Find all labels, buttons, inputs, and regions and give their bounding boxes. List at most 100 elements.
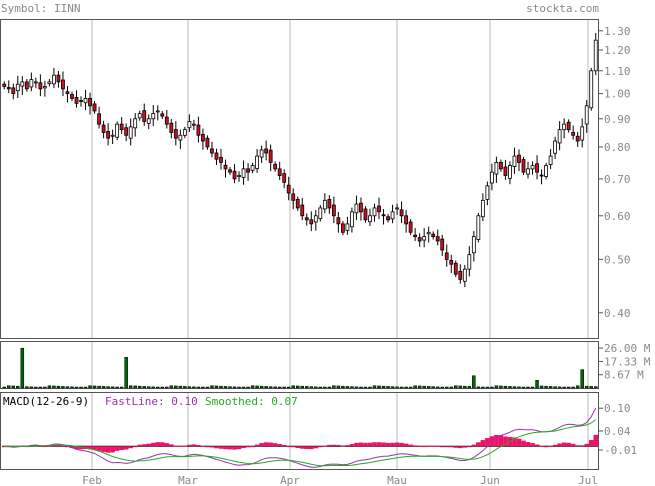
macd-histogram-bar [561,442,567,447]
macd-histogram-bar [521,440,526,447]
price-tick-label: 1.30 [604,25,631,38]
macd-histogram-bar [105,446,111,453]
volume-bar [255,385,259,389]
site-label: stockta.com [526,2,599,15]
candle-down [142,110,147,122]
volume-bar [65,386,70,389]
price-tick-label: 0.50 [604,253,631,266]
volume-bar [79,386,83,389]
macd-histogram-bar [575,445,580,447]
volume-bar [119,386,124,389]
candle-up [42,86,47,89]
candle-up [467,254,472,270]
candle-down [205,137,210,148]
candle-down [359,202,363,213]
x-tick-label: Mar [178,474,198,486]
volume-bar [92,385,97,389]
volume-bar [386,386,390,389]
volume-bar [156,386,160,389]
macd-histogram-bar [412,445,418,447]
candle-up [580,126,585,141]
volume-bar [151,386,156,389]
volume-bar [7,385,11,389]
macd-histogram-bar [169,444,174,447]
candle-up [512,155,517,167]
macd-histogram-bar [503,436,508,447]
volume-bar [133,385,137,389]
macd-histogram-bar [421,446,427,448]
macd-histogram-bar [290,446,296,448]
macd-histogram-bar [196,445,201,447]
candle-up [155,110,160,113]
macd-histogram-bar [552,444,558,447]
candle-up [33,81,38,84]
volume-bar [544,385,548,389]
macd-histogram-bar [399,442,404,447]
macd-smoothed-line [4,419,597,467]
macd-histogram-bar [160,442,165,447]
candle-down [327,198,332,209]
volume-bar [503,385,508,389]
volume-bar [526,386,530,389]
candle-up [191,123,196,126]
macd-histogram-bar [327,444,332,447]
x-tick-label: Feb [82,474,102,486]
volume-bar [449,386,454,389]
macd-histogram-bar [178,445,183,447]
macd-histogram-bar [241,446,246,449]
macd-histogram-bar [349,444,355,447]
candle-down [435,236,440,242]
candle-down [431,233,436,238]
x-tick-label: Mau [387,474,407,486]
macd-histogram-bar [74,446,79,450]
volume-bar [463,385,467,389]
macd-histogram-bar [218,446,224,449]
candle-up [485,185,490,200]
candle-down [417,237,422,242]
price-tick-label: 0.90 [604,113,631,126]
candle-up [530,165,535,170]
macd-histogram-bar [191,444,197,447]
volume-bar [38,386,43,389]
volume-bar [381,385,386,389]
candle-down [173,129,178,139]
candle-down [575,135,580,142]
macd-histogram-bar [236,446,242,450]
macd-fastline [4,407,597,468]
macd-histogram-bar [151,442,156,447]
candle-down [571,132,576,136]
volume-bar [115,386,119,389]
candle-down [521,159,526,173]
candle-down [300,204,305,217]
volume-bar [228,386,232,389]
macd-histogram-bar [593,434,598,447]
volume-bar [20,347,25,389]
macd-histogram-bar [588,439,594,447]
candle-down [264,148,269,154]
macd-histogram-bar [223,446,228,450]
volume-bar [56,385,61,389]
macd-histogram-bar [110,446,115,453]
macd-histogram-bar [367,442,373,447]
macd-histogram-bar [295,446,300,448]
volume-bar [589,386,593,389]
candle-down [295,198,300,209]
macd-histogram-bar [426,445,431,447]
candle-up [133,118,138,129]
macd-histogram-bar [566,442,571,447]
volume-bar [286,386,291,389]
volume-bar [390,386,395,389]
macd-histogram-bar [417,445,422,447]
macd-histogram-bar [205,446,210,448]
candle-up [508,165,512,179]
x-tick-label: Jun [480,474,500,486]
macd-histogram-bar [462,446,468,448]
candle-up [544,165,548,177]
macd-histogram-bar [309,446,314,450]
volume-bar [291,385,295,389]
macd-histogram-bar [146,443,151,447]
volume-bar [237,386,241,389]
price-tick-label: 1.00 [604,88,631,101]
macd-histogram-bar [119,446,124,450]
price-tick-label: 1.20 [604,44,631,57]
